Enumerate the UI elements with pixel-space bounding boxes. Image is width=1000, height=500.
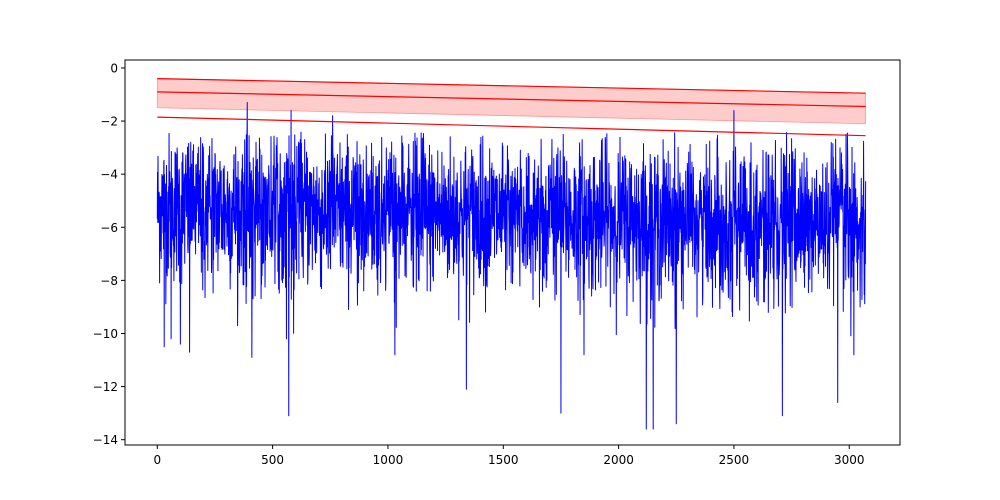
series-3-line	[157, 116, 866, 137]
x-axis: 0 500 1000 1500 2000 2500 3000	[153, 445, 865, 467]
axes-border	[124, 59, 901, 446]
y-tick-label: −4	[100, 168, 118, 182]
axes-frame	[124, 59, 901, 446]
x-tick-label: 2500	[719, 453, 750, 467]
x-tick-label: 1000	[373, 453, 404, 467]
y-tick-label: −14	[93, 433, 118, 447]
x-tick-label: 3000	[834, 453, 865, 467]
series-0-noisy-line	[156, 101, 867, 430]
series-1-line	[157, 77, 866, 94]
y-tick-label: −2	[100, 115, 118, 129]
x-tick-label: 2000	[603, 453, 634, 467]
plot-area	[156, 77, 867, 430]
x-tick-label: 0	[153, 453, 161, 467]
y-tick-label: 0	[110, 61, 118, 75]
y-axis: 0 −2 −4 −6 −8 −10 −12 −14	[93, 61, 125, 447]
y-tick-label: −6	[100, 221, 118, 235]
y-tick-label: −10	[93, 327, 118, 341]
y-tick-label: −12	[93, 380, 118, 394]
x-tick-label: 1500	[488, 453, 519, 467]
x-tick-label: 500	[261, 453, 284, 467]
y-tick-label: −8	[100, 274, 118, 288]
series-2-line	[157, 91, 866, 108]
